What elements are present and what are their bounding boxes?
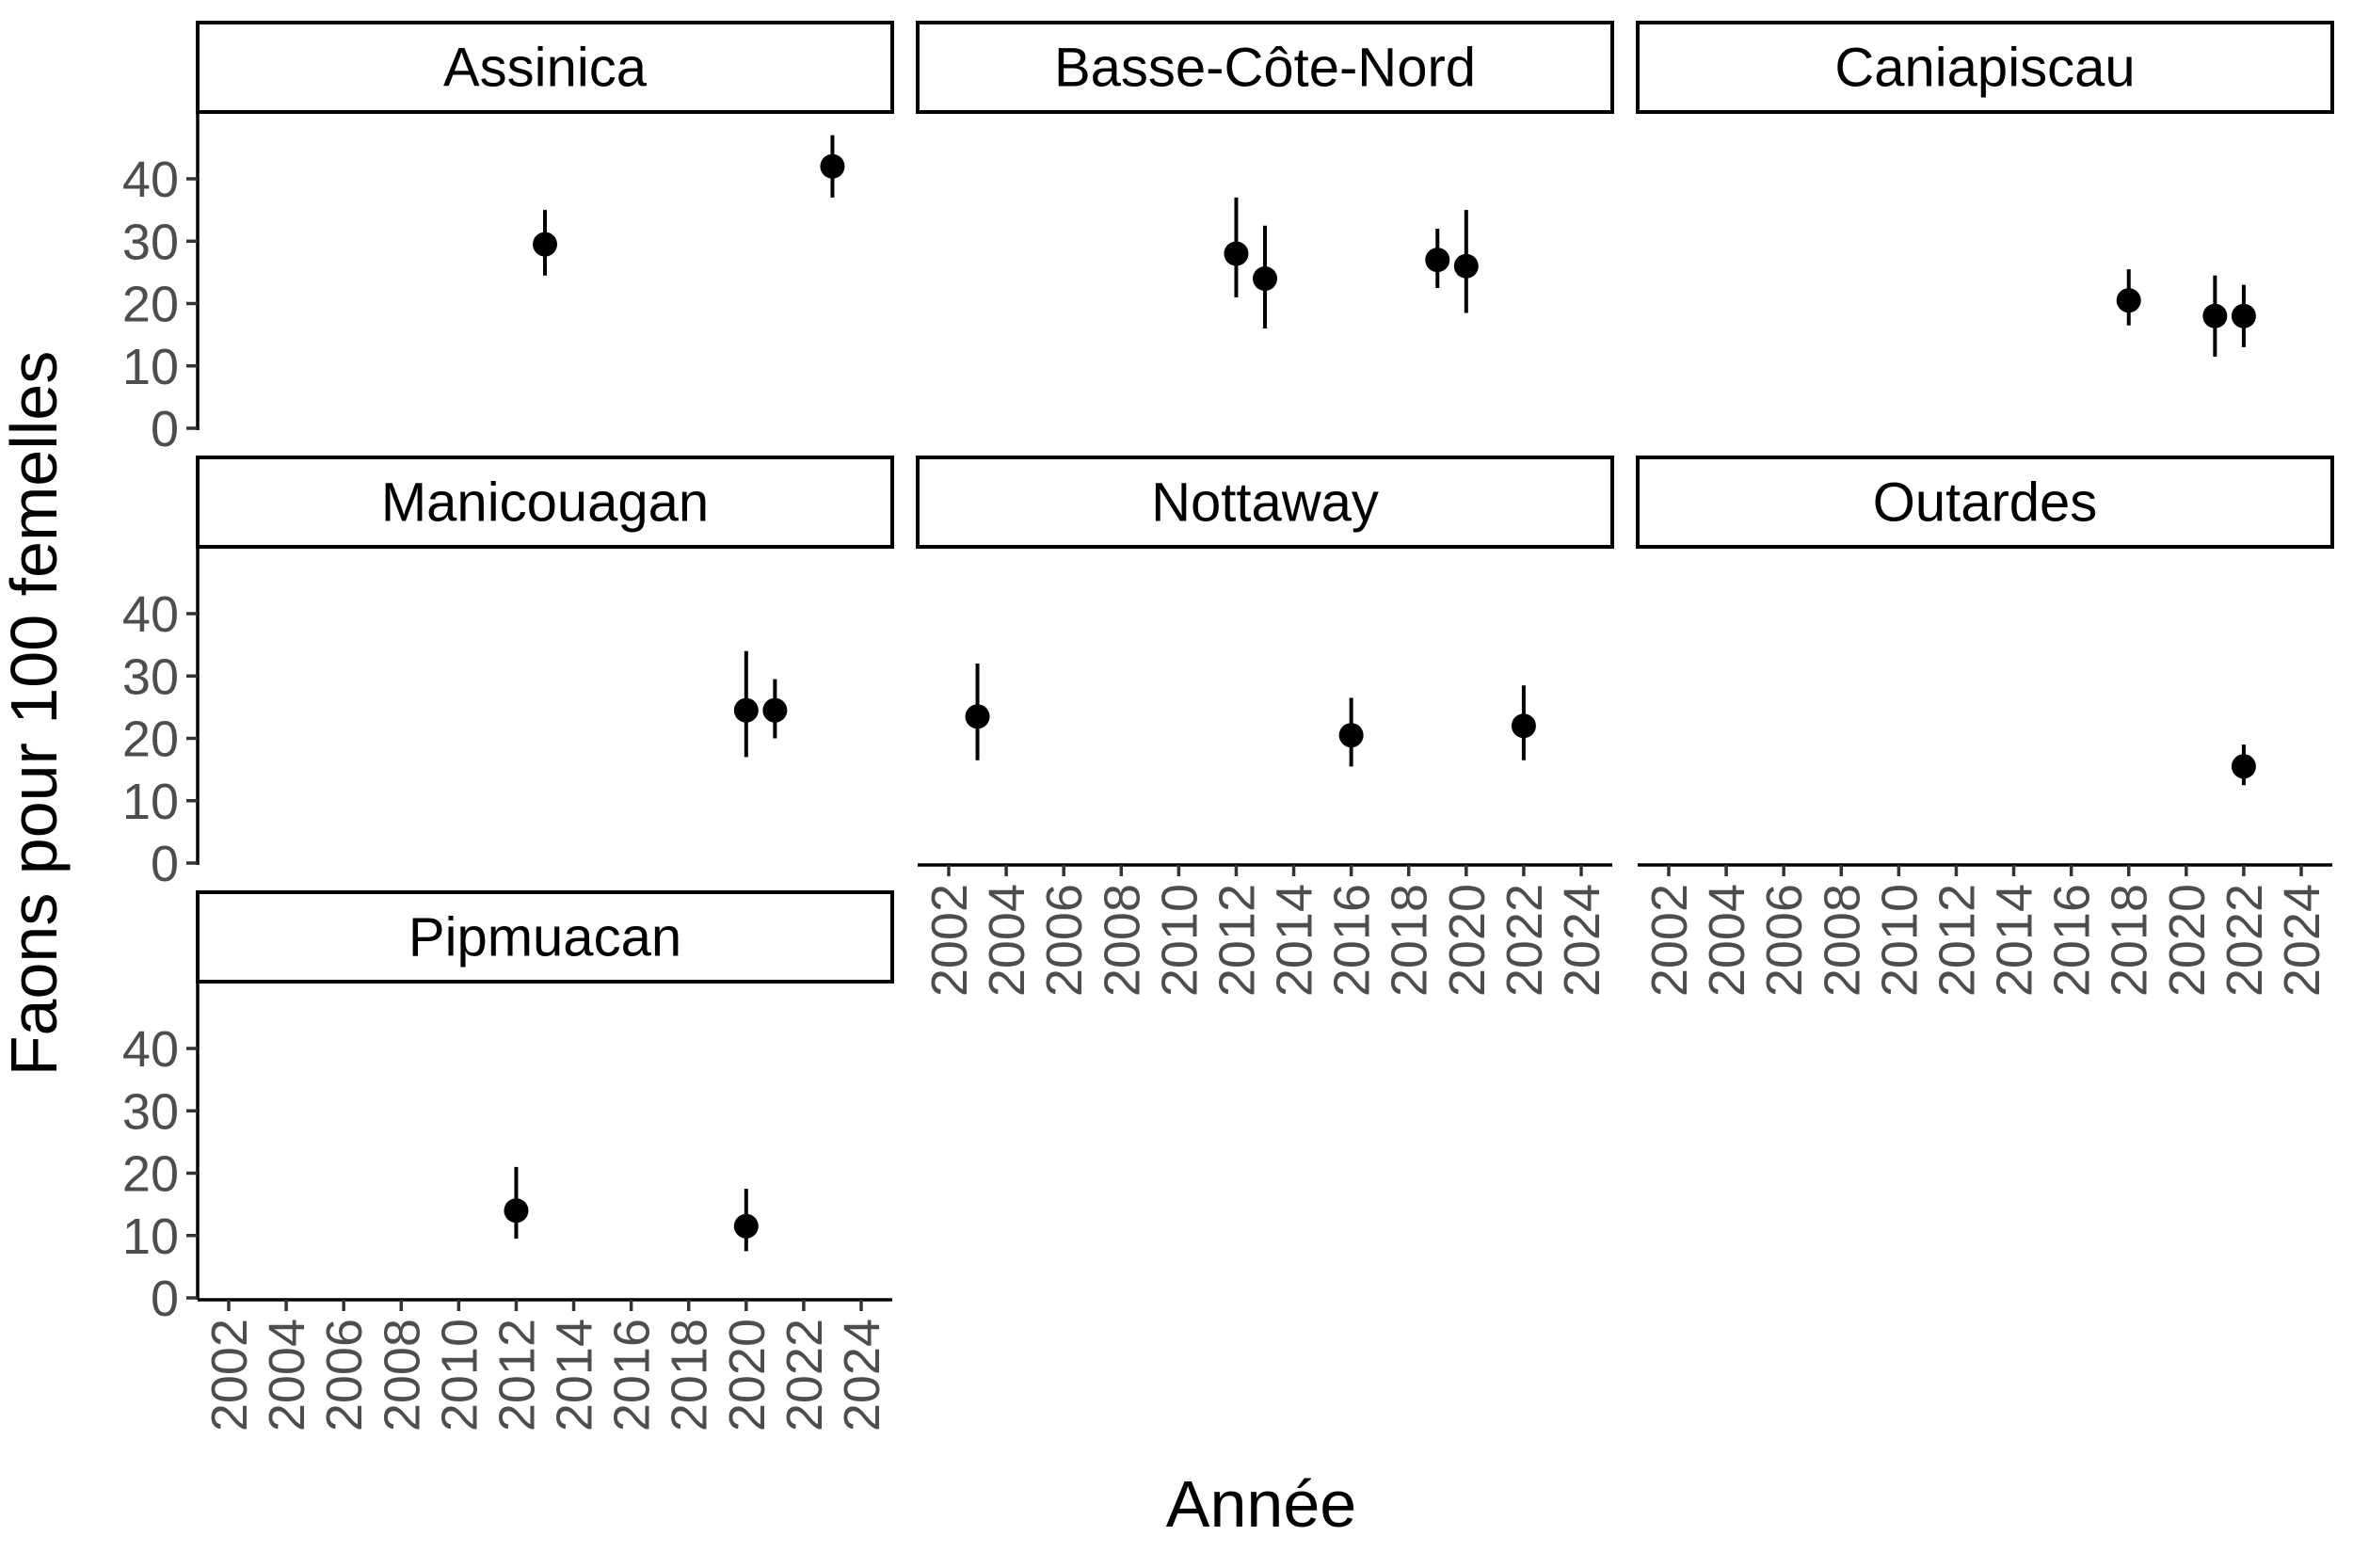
x-tick-label: 2020 (2159, 884, 2216, 997)
facet-strip (196, 890, 894, 984)
x-tick-label: 2018 (2102, 884, 2158, 997)
facet-panel-3: Caniapiscau (1636, 21, 2334, 357)
x-tick-label: 2022 (776, 1319, 833, 1432)
x-tick-label: 2004 (259, 1319, 315, 1432)
y-tick-label: 40 (122, 152, 179, 208)
data-point (762, 697, 788, 723)
x-tick-label: 2010 (1151, 884, 1208, 997)
y-tick-label: 20 (122, 1146, 179, 1203)
data-point (733, 1213, 759, 1239)
data-point (1511, 713, 1536, 739)
data-point (1253, 266, 1277, 291)
y-tick-label: 30 (122, 648, 179, 705)
x-tick-label: 2006 (1036, 884, 1093, 997)
x-tick-label: 2020 (719, 1319, 776, 1432)
x-tick-label: 2018 (662, 1319, 718, 1432)
y-tick-label: 0 (151, 836, 179, 892)
data-point (2231, 754, 2256, 779)
y-tick-label: 10 (122, 339, 179, 395)
x-tick-label: 2022 (1497, 884, 1553, 997)
x-tick-label: 2024 (2274, 884, 2330, 997)
y-axis-title: Faons pour 100 femelles (0, 351, 71, 1076)
facet-strip (196, 21, 894, 114)
x-tick-label: 2016 (604, 1319, 661, 1432)
x-tick-label: 2002 (201, 1319, 258, 1432)
x-tick-label: 2022 (2217, 884, 2273, 997)
x-axis-title: Année (1166, 1467, 1356, 1541)
y-tick-label: 40 (122, 586, 179, 643)
x-tick-label: 2018 (1382, 884, 1438, 997)
y-tick-label: 10 (122, 774, 179, 830)
y-tick-label: 0 (151, 401, 179, 457)
y-tick-label: 30 (122, 1083, 179, 1140)
data-point (733, 697, 759, 723)
x-tick-label: 2008 (1814, 884, 1870, 997)
y-tick-label: 30 (122, 214, 179, 270)
y-tick-label: 10 (122, 1208, 179, 1265)
facet-panel-1: Assinica 0 10 20 30 40 (122, 21, 894, 457)
x-tick-label: 2008 (1094, 884, 1150, 997)
facet-strip-label: Basse-Côte-Nord (1054, 38, 1476, 99)
x-tick-label: 2012 (488, 1319, 545, 1432)
x-tick-label: 2012 (1929, 884, 1985, 997)
facet-strip (1636, 456, 2334, 549)
data-point (2202, 303, 2228, 328)
x-tick-label: 2006 (1756, 884, 1813, 997)
data-point (533, 232, 557, 257)
x-tick-label: 2020 (1439, 884, 1496, 997)
y-tick-label: 20 (122, 277, 179, 333)
x-tick-label: 2010 (431, 1319, 488, 1432)
data-point (2231, 303, 2256, 328)
facet-strip-label: Pipmuacan (408, 907, 681, 968)
data-point (965, 704, 990, 729)
y-tick-label: 40 (122, 1021, 179, 1078)
x-tick-label: 2002 (921, 884, 978, 997)
facet-strip-label: Assinica (443, 38, 648, 99)
x-tick-label: 2004 (1699, 884, 1755, 997)
facet-strip (916, 21, 1614, 114)
data-point (1425, 248, 1450, 273)
facet-panel-6: Outardes 2002 2004 2006 2008 2010 2012 2014 2016… (1636, 456, 2334, 997)
data-point (1224, 241, 1249, 266)
y-tick-label: 20 (122, 712, 179, 768)
facet-strip-label: Manicouagan (381, 472, 709, 534)
x-tick-label: 2014 (547, 1319, 603, 1432)
data-point (2116, 288, 2141, 313)
data-point (1338, 723, 1364, 748)
x-tick-label: 2006 (316, 1319, 373, 1432)
facet-strip (196, 456, 894, 549)
y-tick-label: 0 (151, 1271, 179, 1327)
x-tick-label: 2014 (1267, 884, 1323, 997)
x-tick-label: 2004 (979, 884, 1035, 997)
x-tick-label: 2016 (1324, 884, 1381, 997)
x-tick-label: 2014 (1987, 884, 2043, 997)
facet-strip (916, 456, 1614, 549)
x-tick-label: 2002 (1641, 884, 1698, 997)
facet-strip-label: Caniapiscau (1834, 38, 2135, 99)
facet-strip (1636, 21, 2334, 114)
facet-strip-label: Nottaway (1151, 472, 1379, 534)
data-point (504, 1198, 529, 1224)
facet-strip-label: Outardes (1873, 472, 2098, 534)
x-tick-label: 2024 (1554, 884, 1610, 997)
x-tick-label: 2008 (374, 1319, 430, 1432)
x-tick-label: 2024 (834, 1319, 890, 1432)
facet-panel-5: Nottaway 2002 2004 2006 2008 2010 2012 2014 2016… (916, 456, 1614, 997)
x-tick-label: 2010 (1871, 884, 1928, 997)
x-tick-label: 2016 (2044, 884, 2101, 997)
data-point (820, 153, 845, 179)
facet-panel-2: Basse-Côte-Nord (916, 21, 1614, 328)
x-tick-label: 2012 (1209, 884, 1265, 997)
data-point (1453, 253, 1479, 279)
